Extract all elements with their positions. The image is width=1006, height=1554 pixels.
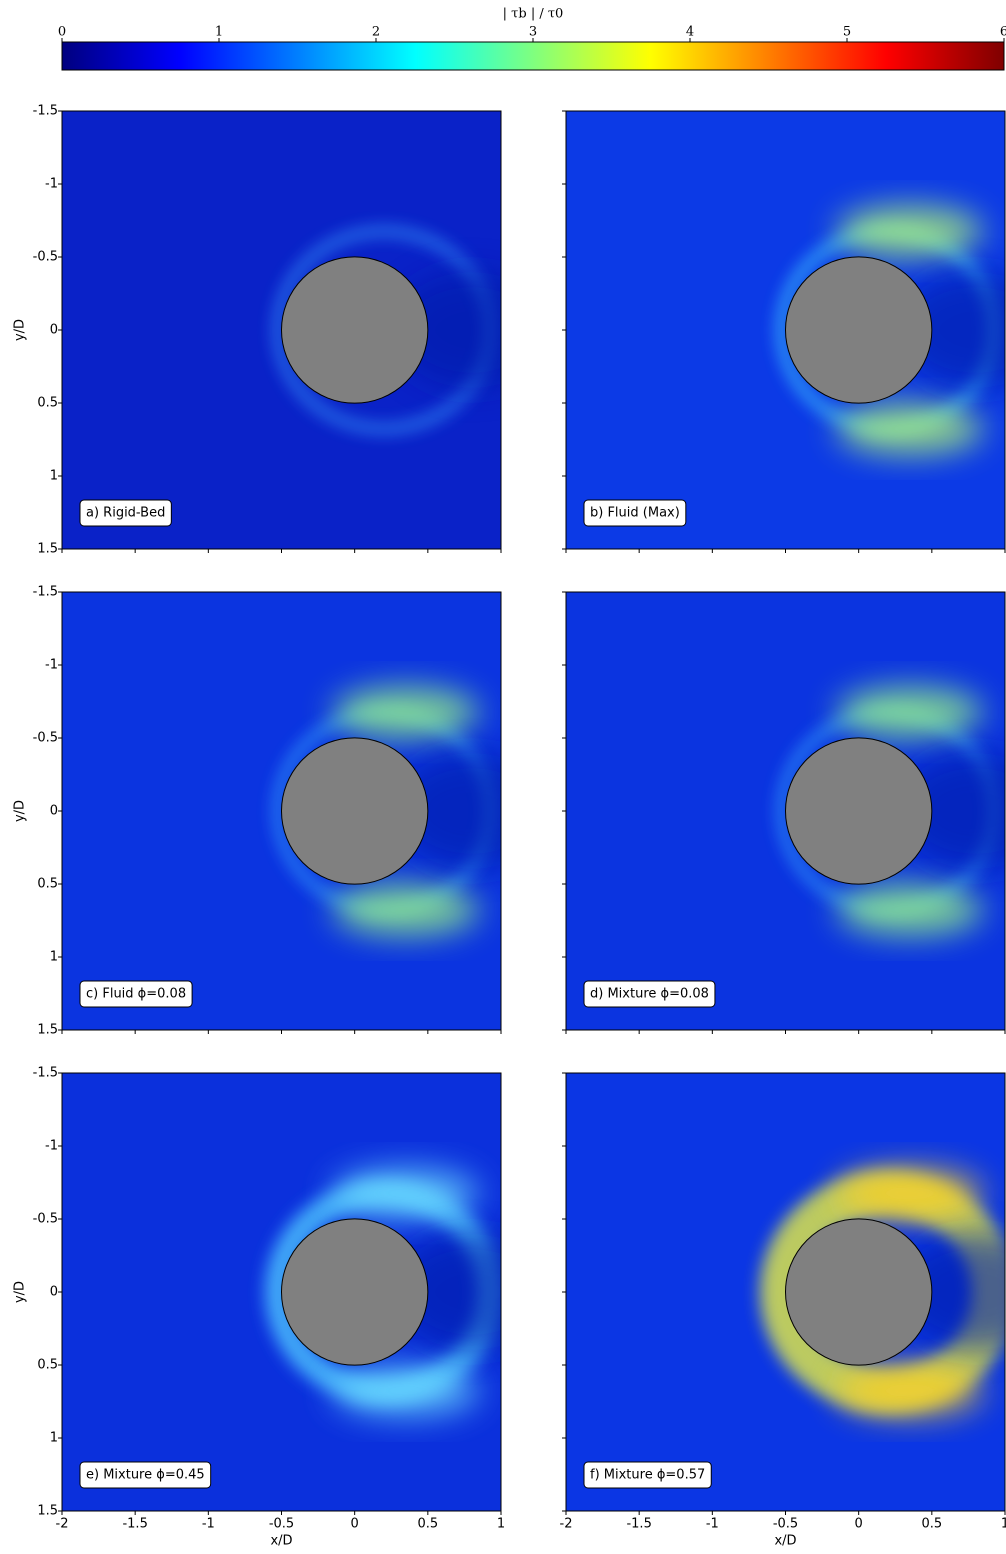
y-tick-label: -0.5 (33, 250, 58, 265)
panel-label: d) Mixture ϕ=0.08 (590, 987, 709, 1002)
panel-label: f) Mixture ϕ=0.57 (590, 1468, 705, 1483)
colorbar-tick-label: 1 (215, 25, 223, 40)
y-axis-label: y/D (13, 1281, 28, 1303)
panel-label: e) Mixture ϕ=0.45 (86, 1468, 205, 1483)
panel-label-box (79, 499, 172, 527)
panel: d) Mixture ϕ=0.08 (562, 591, 1006, 1034)
x-tick-label: -0.5 (773, 1517, 798, 1532)
x-tick-label: -1.5 (626, 1517, 651, 1532)
x-tick-label: -2 (560, 1517, 573, 1532)
panel-label: c) Fluid ϕ=0.08 (86, 987, 186, 1002)
colorbar (61, 41, 1005, 71)
y-tick-label: -1.5 (33, 585, 58, 600)
y-axis-label: y/D (13, 800, 28, 822)
panel-label-box (583, 1461, 712, 1489)
colorbar-tick-label: 6 (1000, 25, 1006, 40)
field-lobe (332, 1167, 480, 1219)
y-tick-label: 1 (50, 469, 58, 484)
x-tick-label: -2 (56, 1517, 69, 1532)
x-axis-label: x/D (270, 1534, 292, 1549)
obstacle (281, 1218, 429, 1366)
y-tick-label: 0 (50, 1285, 58, 1300)
x-tick-label: 1 (497, 1517, 505, 1532)
panel: b) Fluid (Max) (562, 110, 1006, 553)
panel: -2 -1.5 -1 -0.5 0 0.5 1 x/D f) Mixture ϕ=0.57 (560, 1072, 1006, 1549)
panel: -1.5 -1 -0.5 0 0.5 1 1.5 y/D c) Fluid ϕ=0.08 (13, 585, 502, 1038)
panel-label-box (583, 980, 716, 1008)
colorbar-tick-label: 3 (529, 25, 537, 40)
y-tick-label: 0.5 (37, 1358, 58, 1373)
y-tick-label: -1 (45, 658, 58, 673)
colorbar-label: | τb | / τ0 (503, 7, 564, 22)
obstacle (785, 737, 933, 885)
colorbar-tick-label: 2 (372, 25, 380, 40)
y-tick-label: -1.5 (33, 1066, 58, 1081)
colorbar-tick-label: 4 (686, 25, 694, 40)
field-lobe (836, 1167, 984, 1219)
field-lobe (332, 1365, 480, 1417)
x-tick-label: 1 (1001, 1517, 1006, 1532)
y-tick-label: -1 (45, 1139, 58, 1154)
x-tick-label: 0 (855, 1517, 863, 1532)
obstacle (281, 256, 429, 404)
x-tick-label: 0 (351, 1517, 359, 1532)
panel-label: a) Rigid-Bed (86, 506, 165, 521)
y-axis-label: y/D (13, 319, 28, 341)
obstacle (785, 256, 933, 404)
field-lobe (332, 686, 480, 738)
y-tick-label: 1 (50, 1431, 58, 1446)
x-axis-label: x/D (774, 1534, 796, 1549)
field-lobe (836, 1365, 984, 1417)
y-tick-label: 1.5 (37, 1504, 58, 1519)
field-lobe (836, 403, 984, 455)
x-tick-label: -1.5 (122, 1517, 147, 1532)
y-tick-label: -0.5 (33, 1212, 58, 1227)
y-tick-label: -1.5 (33, 104, 58, 119)
panel: -1.5 -1 -0.5 0 0.5 1 1.5 y/D a) Rigid-Bed (13, 104, 502, 557)
y-tick-label: 0 (50, 323, 58, 338)
field-lobe (836, 205, 984, 257)
y-tick-label: 1.5 (37, 1023, 58, 1038)
y-tick-label: 1 (50, 950, 58, 965)
x-tick-label: 0.5 (417, 1517, 438, 1532)
panel-label-box (583, 499, 687, 527)
field-lobe (332, 884, 480, 936)
obstacle (785, 1218, 933, 1366)
y-tick-label: -1 (45, 177, 58, 192)
colorbar-tick-label: 5 (843, 25, 851, 40)
y-tick-label: 1.5 (37, 542, 58, 557)
y-tick-label: -0.5 (33, 731, 58, 746)
obstacle (281, 737, 429, 885)
x-tick-label: 0.5 (921, 1517, 942, 1532)
panel-label-box (79, 980, 193, 1008)
colorbar-tick-label: 0 (58, 25, 66, 40)
x-tick-label: -0.5 (269, 1517, 294, 1532)
x-tick-label: -1 (202, 1517, 215, 1532)
field-lobe (836, 884, 984, 936)
y-tick-label: 0.5 (37, 396, 58, 411)
panel-label-box (79, 1461, 212, 1489)
panel-label: b) Fluid (Max) (590, 506, 680, 521)
y-tick-label: 0.5 (37, 877, 58, 892)
x-tick-label: -1 (706, 1517, 719, 1532)
panel: -2 -1.5 -1 -0.5 0 0.5 1 -1.5 -1 -0.5 0 0.5 1 1.5 x/D y/… (13, 1066, 506, 1549)
y-tick-label: 0 (50, 804, 58, 819)
field-lobe (836, 686, 984, 738)
